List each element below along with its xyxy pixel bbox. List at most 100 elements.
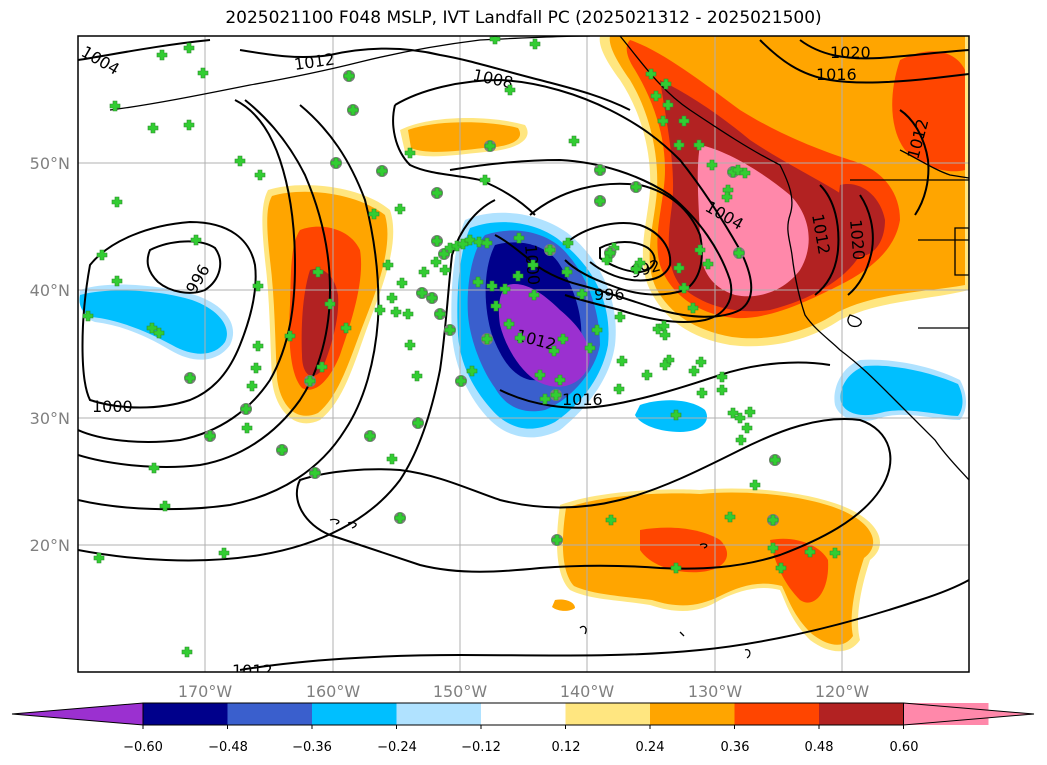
station-plus-marker (404, 147, 416, 159)
station-plus-marker (694, 244, 706, 256)
station-plus-marker (250, 362, 262, 374)
station-plus-marker (594, 195, 606, 207)
station-plus-marker (347, 104, 359, 116)
coastlines (109, 36, 969, 659)
station-plus-marker (504, 84, 516, 96)
station-plus-marker (431, 187, 443, 199)
station-plus-marker (386, 292, 398, 304)
station-plus-marker (735, 434, 747, 446)
station-plus-marker (431, 235, 443, 247)
station-plus-marker (153, 327, 165, 339)
station-plus-marker (479, 174, 491, 186)
colorbar-extend-min (11, 702, 144, 726)
station-plus-marker (744, 406, 756, 418)
station-plus-marker (376, 165, 388, 177)
colorbar-segment (565, 703, 651, 725)
station-plus-marker (733, 247, 745, 259)
colorbar-segment (143, 703, 228, 725)
station-plus-marker (466, 365, 478, 377)
station-plus-marker (434, 308, 446, 320)
lon-label: 150°W (433, 682, 488, 701)
station-plus-marker (775, 562, 787, 574)
station-plus-marker (645, 68, 657, 80)
station-plus-marker (252, 280, 264, 292)
isobar-label: 1016 (816, 65, 857, 84)
station-plus-marker (741, 422, 753, 434)
station-plus-marker (481, 333, 493, 345)
station-plus-marker (455, 375, 467, 387)
lon-label: 130°W (688, 682, 743, 701)
isobar-label: 1000 (92, 397, 133, 416)
station-plus-marker (702, 258, 714, 270)
lon-label: 170°W (178, 682, 233, 701)
station-plus-marker (561, 266, 573, 278)
station-plus-marker (514, 332, 526, 344)
station-plus-marker (673, 139, 685, 151)
station-plus-marker (658, 320, 670, 332)
isobar-label: 1012 (232, 661, 273, 680)
station-plus-marker (829, 547, 841, 559)
station-plus-marker (312, 266, 324, 278)
isobar-label: 1016 (562, 390, 603, 409)
station-plus-marker (687, 302, 699, 314)
station-plus-marker (562, 237, 574, 249)
station-plus-marker (550, 389, 562, 401)
station-plus-marker (660, 78, 672, 90)
station-plus-marker (527, 259, 539, 271)
colorbar-tick: −0.48 (208, 740, 248, 755)
colorbar-tick: 0.12 (552, 740, 581, 755)
station-plus-marker (418, 266, 430, 278)
station-plus-marker (528, 289, 540, 301)
station-plus-marker (489, 36, 501, 45)
station-plus-marker (412, 417, 424, 429)
station-plus-marker (183, 119, 195, 131)
station-plus-marker (486, 280, 498, 292)
station-plus-marker (678, 115, 690, 127)
station-plus-marker (554, 374, 566, 386)
station-plus-marker (548, 345, 560, 357)
station-plus-marker (584, 342, 596, 354)
station-plus-marker (111, 196, 123, 208)
station-plus-marker (109, 100, 121, 112)
station-plus-marker (324, 298, 336, 310)
station-plus-marker (472, 276, 484, 288)
station-plus-marker (396, 277, 408, 289)
station-plus-marker (411, 370, 423, 382)
station-plus-marker (181, 646, 193, 658)
station-plus-marker (156, 49, 168, 61)
station-plus-marker (591, 324, 603, 336)
lat-label: 50°N (30, 154, 70, 173)
colorbar-tick: 0.24 (636, 740, 665, 755)
station-plus-marker (657, 115, 669, 127)
station-plus-marker (374, 304, 386, 316)
station-plus-marker (659, 359, 671, 371)
station-plus-marker (749, 479, 761, 491)
colorbar-segment (650, 703, 735, 725)
lon-label: 140°W (560, 682, 615, 701)
colorbar-tick: −0.12 (461, 740, 501, 755)
latitude-labels: 50°N 40°N 30°N 20°N (30, 154, 70, 555)
station-plus-marker (499, 283, 511, 295)
lon-label: 120°W (815, 682, 870, 701)
station-plus-marker (693, 139, 705, 151)
station-plus-marker (481, 237, 493, 249)
station-plus-marker (147, 122, 159, 134)
station-plus-marker (616, 355, 628, 367)
station-plus-marker (739, 167, 751, 179)
station-plus-marker (529, 38, 541, 50)
station-plus-marker (386, 453, 398, 465)
isobar-label: 996 (594, 285, 625, 304)
station-plus-marker (551, 534, 563, 546)
station-plus-marker (394, 203, 406, 215)
station-plus-marker (394, 512, 406, 524)
colorbar-segment (227, 703, 313, 725)
station-plus-marker (539, 393, 551, 405)
colorbar-tick: −0.24 (377, 740, 417, 755)
station-plus-marker (716, 384, 728, 396)
station-plus-marker (706, 159, 718, 171)
station-plus-marker (670, 562, 682, 574)
station-plus-marker (767, 542, 779, 554)
station-plus-marker (662, 99, 674, 111)
station-plus-marker (218, 547, 230, 559)
